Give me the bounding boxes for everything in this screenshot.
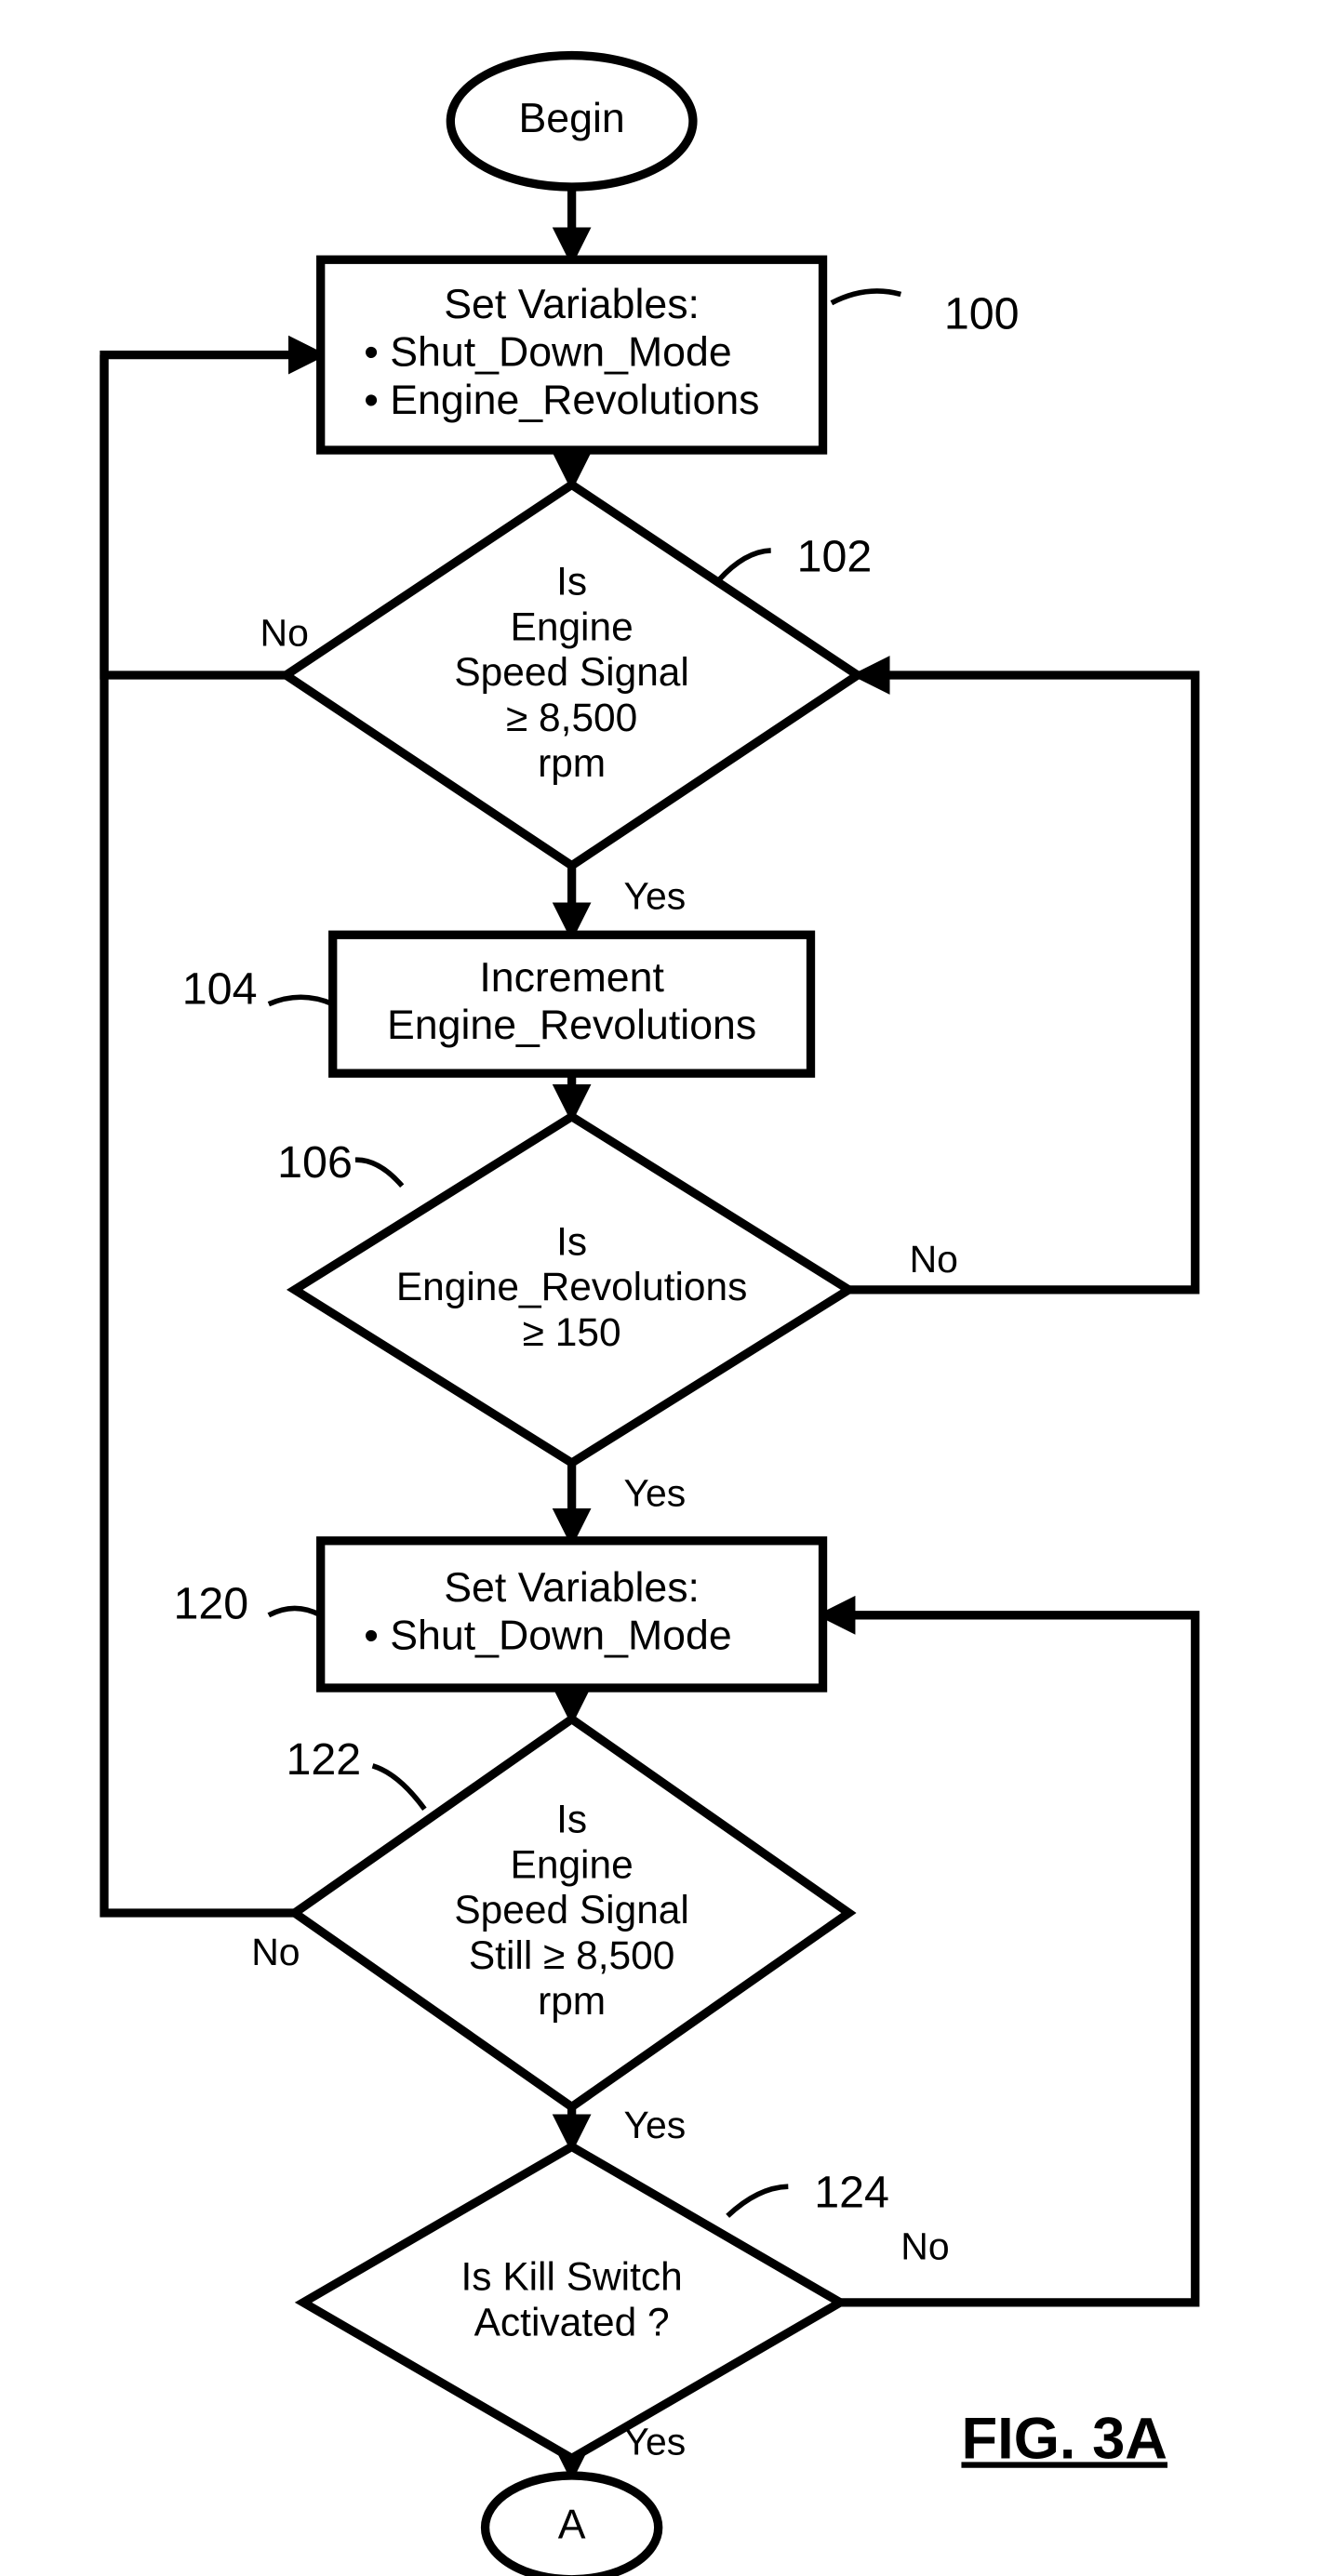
ref-label: 106 xyxy=(277,1137,353,1188)
edge-label-e122no: No xyxy=(251,1931,300,1973)
ref-leader xyxy=(269,1608,321,1614)
node-n100-text-line: • Shut_Down_Mode xyxy=(364,329,731,375)
node-n104-text-line: Increment xyxy=(479,955,664,1001)
edge-e122no xyxy=(104,355,295,1913)
node-n100-text-line: Set Variables: xyxy=(444,282,700,327)
edge-label-e5: Yes xyxy=(623,1472,686,1515)
node-n106-text-line: ≥ 150 xyxy=(523,1310,621,1354)
ref-label: 120 xyxy=(173,1579,248,1629)
ref-leader xyxy=(373,1766,425,1810)
node-n100: Set Variables:• Shut_Down_Mode• Engine_R… xyxy=(321,259,823,450)
node-n106: IsEngine_Revolutions≥ 150 xyxy=(295,1117,849,1463)
node-n106-text-line: Is xyxy=(556,1219,587,1263)
ref-leader xyxy=(727,2186,788,2216)
ref-leader xyxy=(719,551,771,580)
edge-label-e7: Yes xyxy=(623,2104,686,2146)
ref-leader xyxy=(269,997,333,1003)
node-begin: Begin xyxy=(450,56,693,187)
node-n104-text-line: Engine_Revolutions xyxy=(387,1003,756,1048)
edge-label-e124no: No xyxy=(900,2224,949,2267)
node-n122-text-line: Still ≥ 8,500 xyxy=(469,1933,674,1977)
edge-label-e102no: No xyxy=(260,611,309,654)
node-n102-text-line: ≥ 8,500 xyxy=(506,696,637,739)
node-n120-text-line: • Shut_Down_Mode xyxy=(364,1613,731,1658)
ref-label: 104 xyxy=(182,964,258,1015)
ref-label: 102 xyxy=(797,531,873,581)
node-n120: Set Variables:• Shut_Down_Mode xyxy=(321,1541,823,1688)
ref-leader xyxy=(355,1160,402,1186)
node-n104: IncrementEngine_Revolutions xyxy=(333,935,811,1073)
node-end-text-line: A xyxy=(558,2503,586,2548)
node-n122-text-line: Speed Signal xyxy=(454,1888,688,1932)
node-n100-text-line: • Engine_Revolutions xyxy=(364,378,759,423)
ref-label: 122 xyxy=(286,1734,361,1785)
node-n102-text-line: Engine xyxy=(511,604,634,648)
node-n122-text-line: Is xyxy=(556,1798,587,1841)
ref-leader xyxy=(832,291,900,303)
ref-label: 100 xyxy=(944,289,1020,339)
edge-label-e106no: No xyxy=(910,1238,958,1281)
node-end: A xyxy=(486,2476,659,2576)
node-n102-text-line: Is xyxy=(556,560,587,604)
node-n122-text-line: Engine xyxy=(511,1842,634,1886)
edge-label-e3: Yes xyxy=(623,874,686,917)
node-n122: IsEngineSpeed SignalStill ≥ 8,500rpm xyxy=(295,1720,849,2107)
node-n106-text-line: Engine_Revolutions xyxy=(396,1265,747,1308)
ref-label: 124 xyxy=(814,2167,889,2217)
edge-e106no xyxy=(848,675,1194,1290)
node-n102: IsEngineSpeed Signal≥ 8,500rpm xyxy=(286,485,857,866)
node-n124-text-line: Activated ? xyxy=(474,2300,670,2344)
figure-label: FIG. 3A xyxy=(961,2406,1167,2471)
node-n122-text-line: rpm xyxy=(538,1979,606,2023)
node-n102-text-line: rpm xyxy=(538,741,606,785)
node-begin-text-line: Begin xyxy=(519,96,625,141)
node-n120-text-line: Set Variables: xyxy=(444,1565,700,1611)
node-n102-text-line: Speed Signal xyxy=(454,650,688,694)
node-n124-text-line: Is Kill Switch xyxy=(461,2255,683,2299)
